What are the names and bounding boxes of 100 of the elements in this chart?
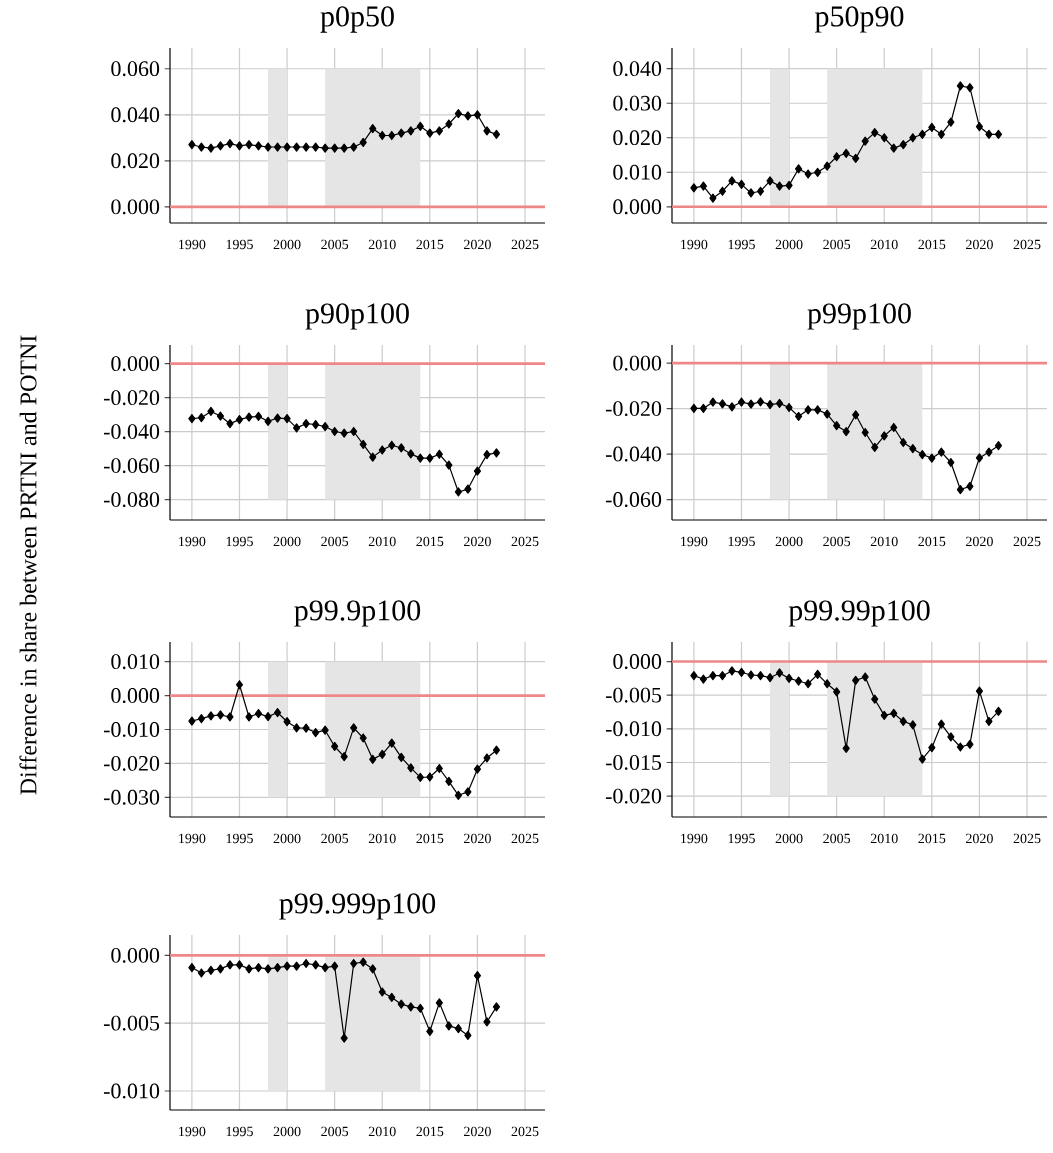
point (483, 1017, 491, 1027)
point (956, 742, 964, 752)
x-tick-label: 2020 (966, 239, 993, 250)
point (766, 673, 774, 683)
point (273, 707, 282, 718)
point (794, 411, 803, 421)
x-tick-label: 2025 (1013, 833, 1041, 844)
point (397, 752, 405, 762)
point (794, 164, 803, 174)
point (966, 481, 974, 491)
point (312, 142, 320, 152)
point (426, 453, 434, 463)
x-tick-label: 1990 (179, 833, 206, 844)
point (861, 136, 869, 146)
point (292, 423, 301, 433)
point (880, 710, 888, 720)
point (216, 141, 225, 151)
x-tick-label: 2010 (368, 239, 396, 250)
point (464, 787, 472, 797)
point (388, 130, 396, 141)
point (388, 440, 396, 450)
x-tick-label: 2025 (1013, 239, 1041, 250)
point (985, 447, 993, 457)
x-tick-label: 2020 (464, 833, 491, 844)
point (833, 421, 841, 431)
point (445, 776, 453, 786)
point (871, 127, 879, 138)
point (728, 176, 736, 186)
point (283, 717, 291, 727)
point (492, 745, 501, 755)
point (378, 749, 386, 759)
point (340, 1033, 348, 1043)
point (880, 133, 888, 143)
x-tick-label: 2020 (464, 536, 491, 547)
x-tick-label: 1990 (681, 833, 708, 844)
y-tick-label: -0.060 (103, 458, 160, 474)
point (359, 439, 367, 449)
chart-title: p50p90 (814, 6, 904, 33)
point (197, 142, 206, 152)
point (302, 419, 310, 429)
x-tick-label: 2000 (273, 833, 301, 844)
point (254, 411, 263, 421)
point (407, 449, 415, 459)
point (254, 962, 263, 973)
point (814, 167, 822, 177)
x-tick-label: 2020 (464, 1126, 491, 1137)
point (814, 669, 822, 679)
point (435, 449, 443, 459)
point (994, 129, 1003, 139)
x-tick-label: 1990 (179, 1126, 206, 1137)
point (350, 426, 358, 437)
point (397, 999, 405, 1009)
point (756, 186, 765, 196)
point (216, 710, 225, 720)
x-tick-label: 2000 (273, 239, 301, 250)
point (426, 128, 434, 138)
y-tick-label: -0.060 (605, 492, 662, 508)
point (264, 712, 272, 722)
x-tick-label: 2005 (321, 833, 349, 844)
point (473, 764, 482, 774)
point (388, 738, 396, 748)
y-tick-label: 0.000 (111, 688, 160, 704)
x-tick-label: 2015 (416, 536, 444, 547)
point (407, 126, 415, 136)
point (785, 180, 793, 190)
point (985, 129, 993, 139)
chart-title: p99p100 (807, 303, 911, 330)
y-tick-label: 0.000 (613, 199, 662, 215)
point (690, 183, 698, 193)
point (823, 409, 831, 419)
point (464, 1030, 472, 1040)
point (918, 449, 926, 460)
point (718, 186, 727, 196)
point (899, 140, 907, 150)
point (283, 961, 291, 971)
point (899, 716, 907, 727)
point (918, 754, 926, 764)
point (994, 706, 1003, 716)
point (842, 743, 850, 753)
y-tick-label: 0.040 (613, 61, 662, 77)
x-tick-label: 1990 (179, 536, 206, 547)
point (302, 958, 310, 969)
point (369, 124, 377, 134)
chart-title: p90p100 (305, 303, 409, 330)
point (956, 484, 964, 495)
point (454, 790, 462, 800)
point (331, 741, 339, 752)
y-tick-label: 0.010 (111, 654, 160, 670)
point (918, 129, 926, 139)
point (737, 397, 746, 407)
point (492, 129, 501, 139)
point (388, 992, 396, 1003)
point (937, 719, 945, 729)
point (226, 960, 234, 970)
chart-title: p99.999p100 (279, 893, 436, 920)
y-tick-label: 0.000 (613, 654, 662, 669)
y-tick-label: -0.010 (103, 1083, 160, 1099)
point (254, 708, 263, 719)
point (350, 958, 358, 969)
point (718, 399, 727, 409)
